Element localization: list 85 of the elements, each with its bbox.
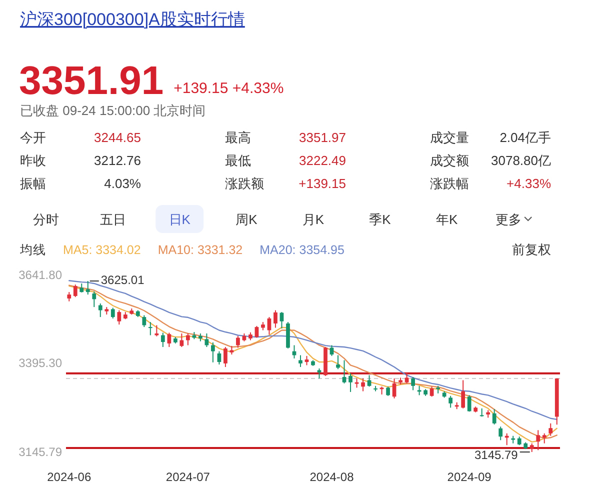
text: MA20: 3354.95: [260, 243, 344, 257]
candlestick: [73, 284, 78, 298]
legend-title: 均线: [19, 243, 46, 257]
candlestick: [117, 310, 122, 326]
candlestick: [142, 314, 146, 328]
text: 日K: [168, 212, 191, 227]
candlestick: [386, 386, 390, 396]
text: 昨收: [20, 153, 46, 168]
text: 4.03%: [104, 176, 142, 191]
candlestick: [186, 332, 190, 346]
candlestick: [86, 280, 90, 296]
candlestick: [160, 332, 165, 348]
candlestick: [417, 385, 422, 396]
candlestick: [492, 408, 496, 425]
candlestick: [92, 290, 96, 308]
annotation: 3625.01: [100, 272, 145, 287]
candlestick: [367, 374, 372, 388]
candlestick: [348, 372, 352, 392]
candlestick: [467, 394, 472, 412]
text: 今开: [20, 130, 46, 145]
candlestick: [224, 346, 228, 368]
text: 月K: [302, 212, 324, 227]
text: 振幅: [20, 176, 46, 191]
text: 沪深300[000300]A股实时行情: [20, 10, 245, 29]
candlestick: [304, 355, 309, 366]
candlestick: [148, 322, 152, 336]
candlestick: [342, 360, 346, 384]
candlestick: [430, 386, 434, 398]
x-tick-label: 2024-07: [166, 470, 210, 484]
text: 更多: [496, 212, 522, 227]
text: 2.04亿手: [500, 130, 551, 145]
candlestick: [542, 432, 546, 444]
candlestick: [254, 325, 259, 338]
candlestick: [361, 378, 365, 392]
candlestick: [236, 335, 240, 348]
candlestick: [448, 395, 453, 408]
candlestick: [298, 354, 302, 368]
text: 成交额: [430, 153, 469, 168]
x-tick-label: 2024-09: [447, 470, 492, 484]
text: 3351.97: [299, 130, 346, 145]
candlestick: [354, 378, 359, 388]
text: 涨跌幅: [430, 176, 469, 191]
x-tick-label: 2024-08: [310, 470, 354, 484]
candlestick: [411, 376, 415, 391]
candlestick: [67, 292, 72, 302]
candlestick: [536, 430, 540, 451]
y-tick-label: 3641.80: [18, 268, 62, 282]
text: 前复权: [512, 242, 551, 257]
candlestick: [110, 307, 115, 319]
candlestick: [274, 310, 278, 328]
y-tick-label: 3395.30: [18, 356, 62, 370]
text: +4.33%: [506, 176, 552, 191]
text: +139.15 +4.33%: [174, 80, 284, 97]
text: 涨跌额: [225, 176, 264, 191]
candlestick: [317, 368, 322, 379]
text: 3078.80亿: [491, 153, 551, 168]
candlestick: [461, 380, 466, 409]
candlestick: [211, 342, 215, 363]
x-tick-label: 2024-06: [47, 470, 92, 484]
candlestick: [336, 354, 340, 370]
annotation: 3145.79: [474, 448, 518, 462]
text: 已收盘 09-24 15:00:00 北京时间: [20, 103, 206, 118]
text: 3351.91: [19, 59, 164, 103]
text: 最高: [225, 130, 251, 145]
candlestick: [180, 332, 184, 348]
text: 3244.65: [94, 130, 141, 145]
text: MA5: 3334.02: [63, 243, 141, 257]
text: 季K: [369, 212, 392, 227]
text: 3222.49: [299, 153, 346, 168]
y-tick-label: 3145.79: [18, 445, 62, 459]
text: +139.15: [298, 176, 346, 191]
candlestick: [167, 332, 172, 348]
text: 最低: [225, 153, 251, 168]
text: 年K: [436, 212, 458, 227]
candlestick: [548, 422, 553, 436]
candlestick: [330, 344, 334, 356]
text: 分时: [33, 212, 59, 227]
candlestick: [98, 302, 102, 318]
text: MA10: 3331.32: [158, 243, 243, 257]
text: 周K: [236, 212, 258, 227]
text: 五日: [100, 212, 126, 227]
candlestick: [498, 426, 503, 441]
text: 3212.76: [94, 153, 141, 168]
candlestick: [404, 372, 409, 384]
text: 成交量: [430, 130, 469, 145]
